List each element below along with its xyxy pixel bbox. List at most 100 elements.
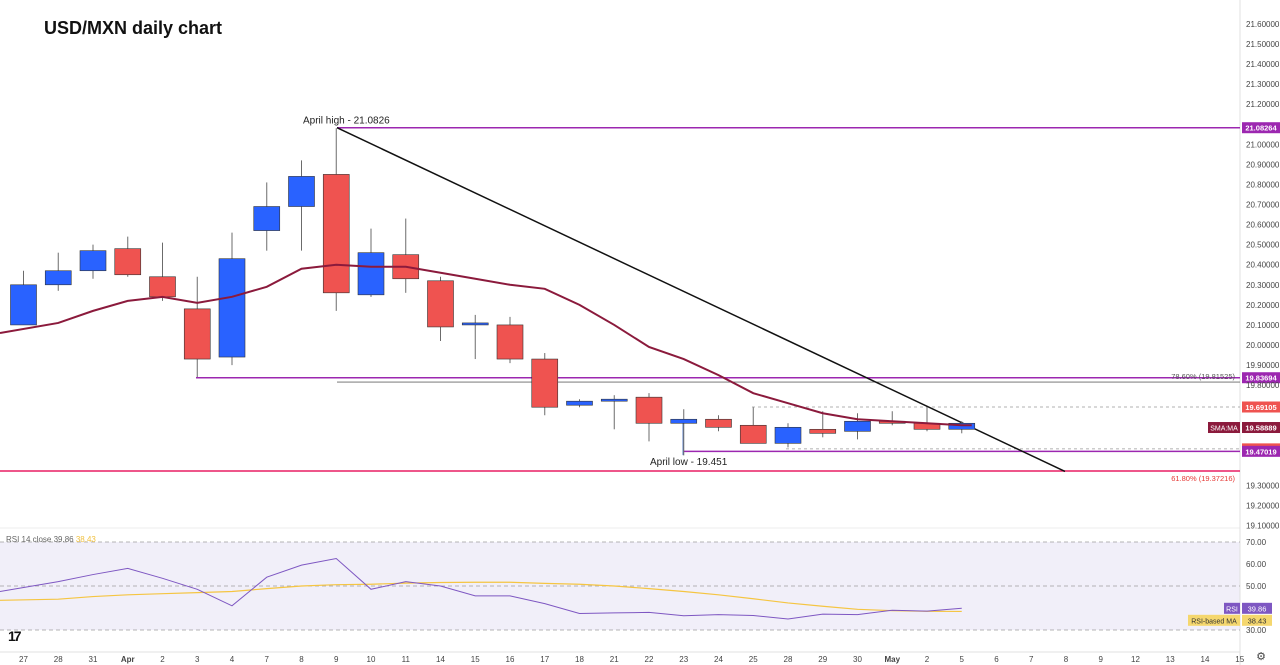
rsi-label-ma: 38.43 <box>75 535 96 544</box>
rsi-tick-label: 70.00 <box>1246 538 1267 547</box>
price-tick-label: 21.00000 <box>1246 140 1280 149</box>
date-tick-label: 8 <box>1064 655 1069 664</box>
candle-body <box>774 426 802 444</box>
price-tick-label: 20.00000 <box>1246 341 1280 350</box>
candle-body <box>739 424 767 444</box>
candle-body <box>253 206 281 231</box>
rsi-indicator-label: RSI 14 close 39.86 38.43 <box>6 535 96 544</box>
sma-line <box>0 263 972 427</box>
price-tick-label: 20.50000 <box>1246 241 1280 250</box>
rsi-tick-label: 50.00 <box>1246 582 1267 591</box>
date-tick-label: 29 <box>818 655 827 664</box>
candle-body <box>427 280 454 328</box>
price-tick-label: 20.30000 <box>1246 281 1280 290</box>
rsi-value-text: 39.86 <box>1248 604 1267 613</box>
date-tick-label: 25 <box>749 655 758 664</box>
date-tick-label: 17 <box>540 655 549 664</box>
candle-body <box>183 308 211 360</box>
date-tick-label: 23 <box>679 655 688 664</box>
date-tick-label: 11 <box>402 655 411 664</box>
price-tick-label: 21.50000 <box>1246 40 1280 49</box>
price-tick-label: 21.30000 <box>1246 80 1280 89</box>
level-price-box <box>1242 372 1280 384</box>
rsi-tag-text: RSI <box>1226 606 1238 613</box>
date-tick-label: 24 <box>714 655 723 664</box>
date-tick-label: 28 <box>784 655 793 664</box>
rsi-ma-value-text: 38.43 <box>1248 616 1267 625</box>
date-tick-label: 12 <box>1131 655 1140 664</box>
settings-gear-icon[interactable]: ⚙ <box>1256 650 1266 663</box>
date-tick-label: May <box>884 655 900 664</box>
candle-body <box>670 418 698 424</box>
level-price-label: 19.47019 <box>1245 447 1276 456</box>
date-tick-label: 10 <box>367 655 376 664</box>
candle-body <box>809 428 837 434</box>
date-tick-label: 28 <box>54 655 63 664</box>
downtrend-line <box>336 127 1066 473</box>
rsi-value-box <box>1242 602 1272 614</box>
rsi-label-name: RSI 14 close <box>6 535 52 544</box>
candle-body <box>496 324 524 360</box>
rsi-label-value: 39.86 <box>53 535 74 544</box>
level-price-label: 21.08264 <box>1245 124 1277 133</box>
candle-body <box>44 270 72 286</box>
rsi-line <box>0 557 962 620</box>
date-tick-label: 6 <box>994 655 999 664</box>
price-tick-label: 20.60000 <box>1246 221 1280 230</box>
price-tick-label: 20.20000 <box>1246 301 1280 310</box>
date-tick-label: 16 <box>506 655 515 664</box>
date-tick-label: 27 <box>19 655 28 664</box>
rsi-tick-label: 60.00 <box>1246 560 1267 569</box>
date-tick-label: 3 <box>195 655 200 664</box>
level-price-box <box>1242 445 1280 457</box>
level-price-label: 19.69105 <box>1245 403 1276 412</box>
date-tick-label: 8 <box>299 655 304 664</box>
level-tag-box <box>1208 422 1240 434</box>
rsi-ma-tag-text: RSI-based MA <box>1191 618 1237 625</box>
date-tick-label: 14 <box>436 655 445 664</box>
date-tick-label: 15 <box>471 655 480 664</box>
tradingview-logo-icon: 17 <box>8 628 22 644</box>
date-tick-label: 30 <box>853 655 862 664</box>
price-tick-label: 20.10000 <box>1246 321 1280 330</box>
candle-body <box>531 358 559 408</box>
date-tick-label: 5 <box>960 655 965 664</box>
candle-body <box>844 420 871 432</box>
rsi-tag-box <box>1224 602 1240 614</box>
candle-body <box>357 252 385 296</box>
date-tick-label: Apr <box>121 655 135 664</box>
rsi-ma-value-box <box>1242 614 1272 626</box>
candle-body <box>79 250 107 272</box>
price-tick-label: 21.40000 <box>1246 60 1280 69</box>
date-tick-label: 15 <box>1235 655 1244 664</box>
date-tick-label: 7 <box>265 655 270 664</box>
price-tick-label: 19.20000 <box>1246 502 1280 511</box>
level-price-label: 19.58889 <box>1245 424 1276 433</box>
date-tick-label: 9 <box>1099 655 1104 664</box>
price-tick-label: 20.70000 <box>1246 201 1280 210</box>
candle-body <box>948 422 976 430</box>
candle-body <box>10 284 37 326</box>
price-tick-label: 20.80000 <box>1246 180 1280 189</box>
candle-body <box>288 176 315 207</box>
price-tick-label: 19.30000 <box>1246 481 1280 490</box>
date-tick-label: 4 <box>230 655 235 664</box>
date-tick-label: 18 <box>575 655 584 664</box>
price-tick-label: 19.10000 <box>1246 522 1280 531</box>
april-low-annotation: April low - 19.451 <box>650 457 728 468</box>
rsi-tick-label: 30.00 <box>1246 626 1267 635</box>
candle-body <box>461 322 489 326</box>
fib-618-label: 61.80% (19.37216) <box>1171 474 1235 483</box>
price-tick-label: 21.20000 <box>1246 100 1280 109</box>
level-price-box <box>1242 122 1280 134</box>
rsi-ma-tag-box <box>1188 614 1240 626</box>
candle-body <box>705 418 732 428</box>
candle-body <box>566 400 593 406</box>
date-tick-label: 21 <box>610 655 619 664</box>
april-high-annotation: April high - 21.0826 <box>303 116 390 127</box>
date-tick-label: 2 <box>160 655 165 664</box>
date-tick-label: 13 <box>1166 655 1175 664</box>
fib-786-label: 78.60% (19.81525) <box>1171 372 1235 381</box>
date-tick-label: 7 <box>1029 655 1034 664</box>
